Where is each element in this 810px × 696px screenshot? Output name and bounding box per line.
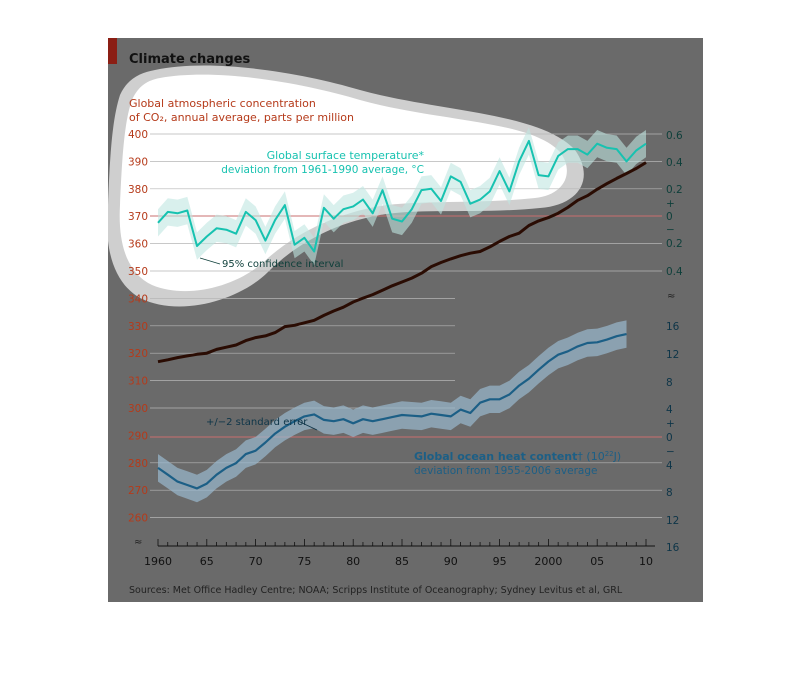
temperature-tick-label: 0.2 bbox=[666, 238, 683, 250]
x-tick-label: 10 bbox=[639, 555, 653, 568]
co2-tick-label: 300 bbox=[128, 403, 148, 415]
ocean-tick-label: − bbox=[666, 446, 675, 458]
ocean-tick-label: 0 bbox=[666, 432, 673, 444]
ocean-label: Global ocean heat content† (1022J) bbox=[414, 450, 621, 463]
ocean-tick-label: 8 bbox=[666, 487, 673, 499]
co2-tick-label: 350 bbox=[128, 266, 148, 278]
chart-panel: 400 390 380 370 360 350 340 330 320 310 300 290 280 2… bbox=[107, 38, 703, 602]
x-tick-label: 90 bbox=[444, 555, 458, 568]
ocean-label-end: J) bbox=[613, 450, 622, 463]
ocean-sublabel: deviation from 1955-2006 average bbox=[414, 465, 597, 477]
se-label: +/−2 standard error bbox=[206, 417, 308, 428]
chart-title: Climate changes bbox=[129, 52, 250, 67]
co2-tick-label: 390 bbox=[128, 156, 148, 168]
co2-tick-label: 330 bbox=[128, 321, 148, 333]
x-tick-label: 1960 bbox=[144, 555, 172, 568]
ocean-series-line bbox=[157, 333, 627, 490]
co2-label-line1: Global atmospheric concentration bbox=[129, 97, 316, 110]
x-tick-label: 75 bbox=[297, 555, 311, 568]
source-note: Sources: Met Office Hadley Centre; NOAA;… bbox=[129, 585, 623, 596]
temperature-tick-label: 0.2 bbox=[666, 184, 683, 196]
ocean-label-exp: 22 bbox=[605, 450, 614, 458]
ocean-tick-label: 16 bbox=[666, 321, 680, 333]
x-tick-label: 80 bbox=[346, 555, 360, 568]
co2-tick-label: 400 bbox=[128, 129, 148, 141]
accent-bar bbox=[108, 38, 117, 64]
x-tick-label: 65 bbox=[200, 555, 214, 568]
co2-tick-label: 380 bbox=[128, 184, 148, 196]
ocean-tick-label: + bbox=[666, 418, 675, 430]
temperature-tick-label: 0.4 bbox=[666, 266, 683, 278]
x-tick-label: 85 bbox=[395, 555, 409, 568]
axis-break-right: ≈ bbox=[667, 291, 675, 302]
co2-tick-label: 260 bbox=[128, 513, 148, 525]
co2-tick-label: 340 bbox=[128, 293, 148, 305]
ocean-tick-label: 4 bbox=[666, 404, 673, 416]
chart-svg: 4003903803703603503403303203103002902802… bbox=[107, 38, 703, 602]
temperature-ci-band bbox=[158, 127, 646, 266]
ocean-tick-label: 8 bbox=[666, 377, 673, 389]
temperature-label: Global surface temperature* bbox=[267, 149, 425, 162]
x-tick-label: 2000 bbox=[534, 555, 562, 568]
ocean-se-band bbox=[158, 320, 627, 503]
co2-series-line bbox=[157, 161, 647, 364]
co2-tick-label: 360 bbox=[128, 239, 148, 251]
ocean-tick-label: 16 bbox=[666, 542, 680, 554]
se-leader bbox=[297, 420, 318, 431]
ocean-tick-label: 12 bbox=[666, 515, 679, 527]
temperature-tick-label: 0.6 bbox=[666, 130, 683, 142]
ocean-tick-label: 12 bbox=[666, 349, 679, 361]
band-layer bbox=[158, 127, 646, 503]
grid-layer bbox=[150, 133, 662, 518]
ci-label: 95% confidence interval bbox=[222, 259, 343, 270]
temperature-sublabel: deviation from 1961-1990 average, °C bbox=[221, 164, 424, 176]
temperature-tick-label: 0.4 bbox=[666, 157, 683, 169]
co2-tick-label: 280 bbox=[128, 458, 148, 470]
temperature-series-line bbox=[157, 139, 647, 253]
ocean-tick-label: 4 bbox=[666, 460, 673, 472]
ci-leader bbox=[199, 257, 221, 265]
ocean-label-sup: † (10 bbox=[577, 450, 604, 463]
axis-break-left: ≈ bbox=[134, 537, 142, 548]
temperature-tick-label: 0 bbox=[666, 211, 673, 223]
temperature-tick-label: − bbox=[666, 224, 675, 236]
line-layer bbox=[157, 139, 647, 490]
x-tick-label: 05 bbox=[590, 555, 604, 568]
x-tick-label: 70 bbox=[249, 555, 263, 568]
x-tick-label: 95 bbox=[493, 555, 507, 568]
co2-tick-label: 290 bbox=[128, 430, 148, 442]
axis-layer: 4003903803703603503403303203103002902802… bbox=[128, 129, 683, 568]
temperature-tick-label: + bbox=[666, 198, 675, 210]
ocean-label-main: Global ocean heat content bbox=[414, 450, 577, 463]
co2-tick-label: 370 bbox=[128, 211, 148, 223]
co2-tick-label: 310 bbox=[128, 376, 148, 388]
co2-tick-label: 320 bbox=[128, 348, 148, 360]
co2-label-line2: of CO₂, annual average, parts per millio… bbox=[129, 111, 354, 124]
co2-tick-label: 270 bbox=[128, 485, 148, 497]
